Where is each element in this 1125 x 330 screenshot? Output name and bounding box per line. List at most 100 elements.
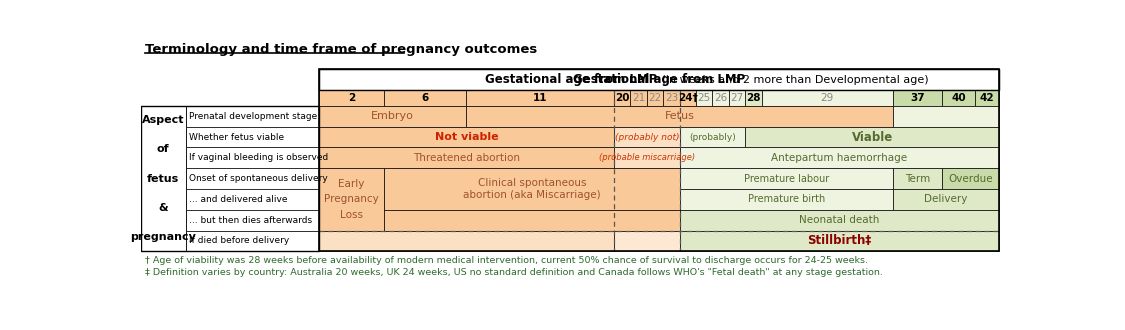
Text: Onset of spontaneous delivery: Onset of spontaneous delivery (189, 174, 327, 183)
Text: 2: 2 (348, 93, 356, 103)
Text: of: of (156, 145, 170, 154)
Text: Loss: Loss (340, 210, 363, 220)
Bar (318, 69, 999, 90)
Bar (318, 168, 385, 231)
Text: Viable: Viable (852, 130, 893, 144)
Text: † Age of viability was 28 weeks before availability of modern medical interventi: † Age of viability was 28 weeks before a… (145, 256, 868, 265)
Text: fetus: fetus (147, 174, 179, 183)
Text: 24†: 24† (678, 93, 698, 103)
Bar (141, 106, 186, 251)
Text: Not viable: Not viable (434, 132, 498, 142)
Bar (696, 90, 712, 106)
Bar (467, 106, 893, 127)
Text: Gestational age from LMP: Gestational age from LMP (573, 73, 745, 86)
Bar (664, 90, 680, 106)
Text: 6: 6 (422, 93, 429, 103)
Text: Threatened abortion: Threatened abortion (413, 153, 520, 163)
Text: ... and delivered alive: ... and delivered alive (189, 195, 287, 204)
Bar (680, 210, 999, 231)
Text: &: & (159, 203, 168, 213)
Bar (318, 90, 385, 106)
Text: 26: 26 (714, 93, 727, 103)
Text: pregnancy: pregnancy (130, 232, 196, 242)
Text: 29: 29 (820, 93, 834, 103)
Text: 23: 23 (665, 93, 678, 103)
Text: (probably): (probably) (688, 133, 736, 142)
Text: Delivery: Delivery (925, 194, 968, 204)
Bar (680, 148, 999, 168)
Text: (probably not): (probably not) (614, 133, 679, 142)
Text: Embryo: Embryo (371, 111, 414, 121)
Text: (probable miscarriage): (probable miscarriage) (598, 153, 695, 162)
Text: (in weeks and 2 more than Developmental age): (in weeks and 2 more than Developmental … (657, 75, 928, 84)
Text: Terminology and time frame of pregnancy outcomes: Terminology and time frame of pregnancy … (145, 44, 538, 56)
Bar (186, 127, 318, 148)
Bar (467, 90, 614, 106)
Text: Neonatal death: Neonatal death (799, 215, 880, 225)
Bar (318, 69, 999, 251)
Bar (680, 168, 893, 189)
Bar (614, 148, 679, 168)
Text: Whether fetus viable: Whether fetus viable (189, 133, 284, 142)
Bar (186, 210, 318, 231)
Bar (680, 90, 696, 106)
Bar (712, 90, 729, 106)
Text: 40: 40 (951, 93, 965, 103)
Bar (385, 168, 680, 210)
Text: Clinical spontaneous: Clinical spontaneous (478, 178, 586, 188)
Text: Fetus: Fetus (665, 111, 694, 121)
Bar (614, 90, 630, 106)
Bar (385, 210, 680, 231)
Text: Prenatal development stage: Prenatal development stage (189, 112, 317, 121)
Bar (893, 106, 999, 127)
Text: 22: 22 (648, 93, 662, 103)
Text: 27: 27 (730, 93, 744, 103)
Bar (942, 168, 999, 189)
Bar (186, 231, 318, 251)
Bar (614, 127, 679, 148)
Text: Premature labour: Premature labour (744, 174, 829, 183)
Text: 25: 25 (698, 93, 711, 103)
Text: 28: 28 (746, 93, 760, 103)
Text: 20: 20 (615, 93, 630, 103)
Text: If died before delivery: If died before delivery (189, 237, 289, 246)
Bar (186, 168, 318, 189)
Text: 21: 21 (632, 93, 646, 103)
Bar (186, 106, 318, 127)
Text: abortion (aka Miscarriage): abortion (aka Miscarriage) (464, 190, 601, 200)
Bar (942, 90, 974, 106)
Text: Early: Early (339, 179, 364, 189)
Bar (318, 148, 614, 168)
Bar (186, 189, 318, 210)
Text: Gestational age from LMP: Gestational age from LMP (485, 73, 657, 86)
Text: 37: 37 (910, 93, 925, 103)
Text: Stillbirth‡: Stillbirth‡ (808, 234, 872, 248)
Bar (680, 127, 745, 148)
Bar (745, 127, 999, 148)
Bar (893, 90, 942, 106)
Bar (141, 106, 318, 251)
Bar (318, 231, 614, 251)
Text: ‡ Definition varies by country: Australia 20 weeks, UK 24 weeks, US no standard : ‡ Definition varies by country: Australi… (145, 268, 883, 277)
Text: 11: 11 (533, 93, 548, 103)
Bar (762, 90, 893, 106)
Bar (318, 127, 614, 148)
Bar (318, 106, 467, 127)
Text: If vaginal bleeding is observed: If vaginal bleeding is observed (189, 153, 327, 162)
Bar (680, 231, 999, 251)
Bar (630, 90, 647, 106)
Text: Antepartum haemorrhage: Antepartum haemorrhage (772, 153, 908, 163)
Text: ... but then dies afterwards: ... but then dies afterwards (189, 216, 312, 225)
Bar (974, 90, 999, 106)
Text: Overdue: Overdue (948, 174, 993, 183)
Text: 42: 42 (980, 93, 994, 103)
Bar (186, 148, 318, 168)
Bar (614, 231, 679, 251)
Bar (385, 90, 467, 106)
Bar (729, 90, 745, 106)
Text: Pregnancy: Pregnancy (324, 194, 379, 204)
Text: Term: Term (904, 174, 930, 183)
Text: Premature birth: Premature birth (747, 194, 825, 204)
Bar (745, 90, 762, 106)
Bar (893, 189, 999, 210)
